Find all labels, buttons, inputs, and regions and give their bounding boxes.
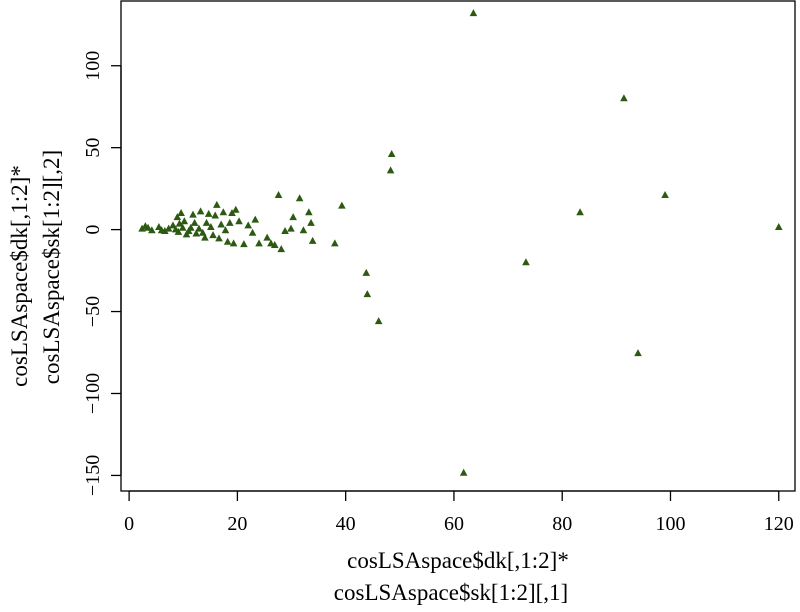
y-tick-label: 0 (82, 225, 104, 235)
data-point (190, 218, 199, 226)
data-point (522, 258, 530, 266)
data-point (308, 236, 317, 244)
data-point (270, 240, 279, 248)
data-point (263, 233, 271, 241)
data-point (235, 217, 243, 225)
x-tick-label: 20 (227, 513, 247, 535)
data-point (299, 226, 308, 234)
data-point (201, 233, 209, 241)
data-point (244, 221, 253, 229)
data-point (251, 215, 260, 223)
data-point (386, 166, 395, 174)
data-point (195, 224, 203, 232)
data-point (213, 200, 221, 208)
data-point (174, 227, 183, 235)
data-point (178, 223, 187, 231)
data-point (192, 229, 201, 237)
data-point (221, 226, 230, 234)
data-point (148, 226, 156, 234)
data-point (277, 245, 286, 253)
data-point (164, 224, 173, 232)
y-tick-label: 50 (82, 138, 104, 158)
y-axis: −150 −100 −50 0 50 100 (82, 51, 122, 496)
data-point (180, 217, 189, 225)
data-point (231, 205, 240, 213)
data-point (189, 210, 197, 218)
data-point (207, 222, 215, 230)
x-tick-label: 40 (336, 513, 356, 535)
data-point (228, 209, 236, 217)
data-point (209, 231, 217, 239)
data-point (289, 213, 297, 221)
data-point (219, 208, 228, 216)
data-point (469, 9, 478, 17)
x-tick-label: 100 (655, 513, 685, 535)
data-point (363, 290, 372, 298)
data-point (661, 190, 669, 198)
data-point (295, 194, 304, 202)
data-point (138, 224, 146, 232)
data-point (223, 237, 232, 245)
y-tick-label: −50 (82, 296, 104, 327)
data-point (240, 240, 248, 248)
x-tick-label: 120 (764, 513, 794, 535)
data-point (196, 207, 205, 215)
data-point (229, 239, 238, 247)
x-axis: 0 20 40 60 80 100 120 (124, 490, 794, 535)
data-point (774, 222, 783, 230)
data-point (177, 209, 185, 217)
data-point (204, 209, 213, 217)
data-point (255, 239, 263, 247)
y-tick-label: 100 (82, 51, 104, 81)
data-point (374, 317, 383, 325)
x-tick-label: 0 (124, 513, 134, 535)
data-point (187, 223, 195, 231)
plot-frame (120, 0, 796, 492)
data-point (387, 150, 396, 158)
x-axis-title-line-1: cosLSAspace$dk[,1:2]* (347, 548, 569, 573)
x-axis-title-line-2: cosLSAspace$sk[1:2][,1] (334, 580, 568, 605)
data-points (138, 9, 783, 476)
data-point (161, 227, 169, 235)
y-tick-label: −100 (82, 373, 104, 414)
data-point (211, 211, 219, 219)
data-point (169, 221, 177, 229)
x-tick-label: 60 (444, 513, 464, 535)
data-point (248, 228, 257, 236)
data-point (620, 94, 628, 102)
data-point (576, 208, 584, 216)
data-point (217, 220, 225, 228)
data-point (362, 268, 371, 276)
data-point (307, 218, 315, 226)
data-point (634, 349, 642, 357)
data-point (331, 239, 339, 247)
data-point (202, 218, 211, 226)
x-tick-label: 80 (552, 513, 572, 535)
data-point (226, 218, 234, 226)
data-point (173, 213, 182, 221)
data-point (281, 227, 289, 235)
data-point (215, 234, 223, 242)
y-axis-title-line-2: cosLSAspace$sk[1:2][,2] (39, 150, 64, 384)
data-point (144, 223, 152, 231)
data-point (305, 208, 313, 216)
y-axis-title-line-1: cosLSAspace$dk[,1:2]* (7, 165, 32, 387)
data-point (459, 468, 468, 476)
data-point (274, 190, 283, 198)
data-point (287, 224, 295, 232)
data-point (175, 219, 184, 227)
data-point (198, 228, 207, 236)
data-point (338, 201, 346, 209)
y-tick-label: −150 (82, 455, 104, 496)
